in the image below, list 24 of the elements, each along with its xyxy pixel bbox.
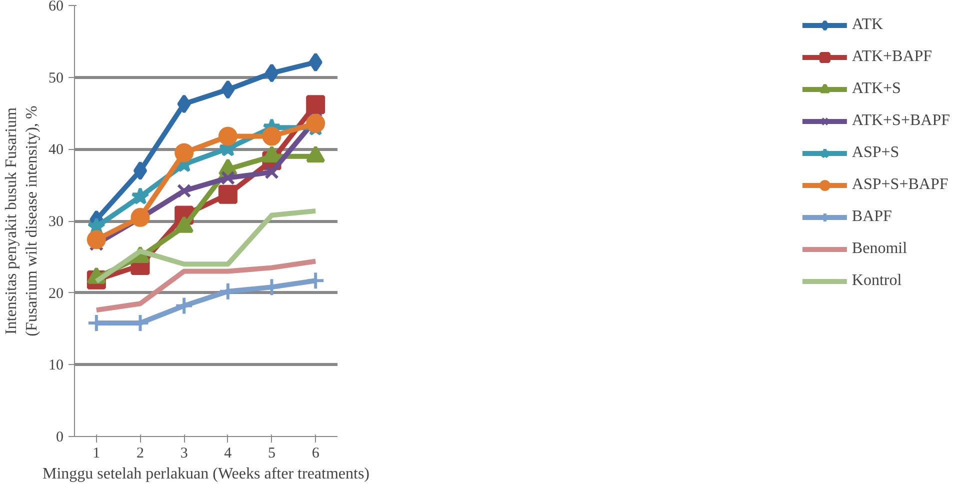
x-tick-label: 2 — [136, 446, 144, 462]
legend-label: Kontrol — [852, 272, 902, 290]
x-tick-label: 4 — [224, 446, 232, 462]
x-tick-label: 1 — [92, 446, 100, 462]
legend-label: ASP+S — [852, 144, 900, 162]
legend-label: ATK — [852, 16, 884, 34]
y-tick-label: 40 — [48, 142, 64, 158]
legend-label: ATK+S+BAPF — [852, 112, 950, 130]
y-tick-label: 50 — [48, 70, 64, 86]
y-tick-label: 30 — [48, 214, 64, 230]
legend-label: BAPF — [852, 208, 892, 226]
legend-label: Benomil — [852, 240, 908, 258]
y-tick-label: 0 — [56, 430, 64, 446]
y-axis-title: Intensitas penyakit busuk Fusarium (Fusarium wilt disease intensity), % — [3, 106, 40, 336]
y-tick-label: 10 — [48, 358, 64, 374]
legend-label: ATK+BAPF — [852, 48, 932, 66]
legend-label: ASP+S+BAPF — [852, 176, 948, 194]
y-tick-label: 20 — [48, 286, 64, 302]
x-tick-label: 5 — [268, 446, 276, 462]
legend-label: ATK+S — [852, 80, 901, 98]
x-tick-label: 6 — [312, 446, 320, 462]
y-tick-label: 60 — [48, 0, 64, 14]
x-tick-label: 3 — [180, 446, 188, 462]
x-axis-title: Minggu setelah perlakuan (Weeks after treatments) — [42, 466, 370, 482]
